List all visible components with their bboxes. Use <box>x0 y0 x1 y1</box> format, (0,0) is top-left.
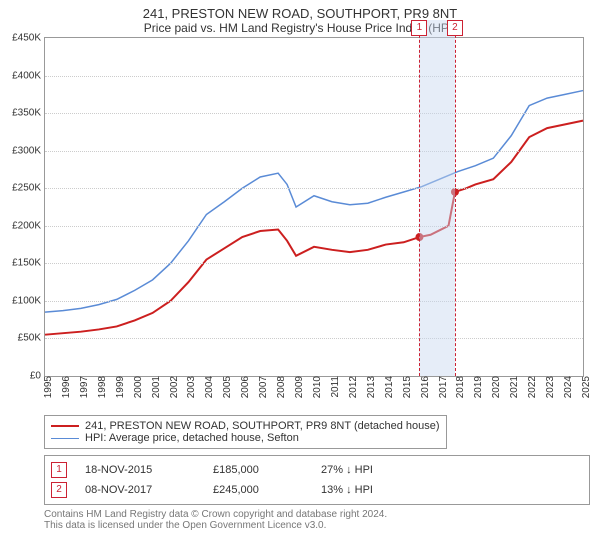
sale-date: 08-NOV-2017 <box>85 484 195 496</box>
x-tick-label: 2021 <box>507 376 520 398</box>
x-tick-label: 2018 <box>453 376 466 398</box>
gridline <box>45 76 583 77</box>
x-tick-label: 2019 <box>471 376 484 398</box>
x-tick-label: 2001 <box>149 376 162 398</box>
x-tick-label: 1999 <box>113 376 126 398</box>
gridline <box>45 151 583 152</box>
legend-row: 241, PRESTON NEW ROAD, SOUTHPORT, PR9 8N… <box>51 420 440 432</box>
y-tick-label: £100K <box>12 295 45 306</box>
x-tick-label: 2015 <box>400 376 413 398</box>
chart-svg <box>45 38 583 376</box>
x-tick-label: 2010 <box>310 376 323 398</box>
gridline <box>45 188 583 189</box>
sale-marker-band <box>419 20 455 376</box>
x-tick-label: 2017 <box>436 376 449 398</box>
legend-swatch <box>51 425 79 427</box>
x-tick-label: 2004 <box>202 376 215 398</box>
x-tick-label: 2007 <box>256 376 269 398</box>
y-tick-label: £400K <box>12 70 45 81</box>
x-tick-label: 1996 <box>59 376 72 398</box>
x-tick-label: 1998 <box>95 376 108 398</box>
legend-box: 241, PRESTON NEW ROAD, SOUTHPORT, PR9 8N… <box>44 415 447 449</box>
y-tick-label: £350K <box>12 108 45 119</box>
x-tick-label: 2000 <box>131 376 144 398</box>
series-line-hpi <box>45 91 583 313</box>
y-tick-label: £250K <box>12 183 45 194</box>
sale-date: 18-NOV-2015 <box>85 464 195 476</box>
x-tick-label: 2005 <box>220 376 233 398</box>
sale-vs-hpi: 27% ↓ HPI <box>321 464 373 476</box>
sale-price: £245,000 <box>213 484 303 496</box>
sale-price: £185,000 <box>213 464 303 476</box>
gridline <box>45 301 583 302</box>
x-tick-label: 1995 <box>41 376 54 398</box>
y-tick-label: £450K <box>12 33 45 44</box>
x-tick-label: 2014 <box>382 376 395 398</box>
sale-marker-number: 1 <box>411 20 427 36</box>
x-tick-label: 2025 <box>579 376 592 398</box>
x-tick-label: 2016 <box>418 376 431 398</box>
chart-title-subtitle: Price paid vs. HM Land Registry's House … <box>0 21 600 35</box>
x-tick-label: 2024 <box>561 376 574 398</box>
x-tick-label: 2008 <box>274 376 287 398</box>
legend-label: HPI: Average price, detached house, Seft… <box>85 432 299 444</box>
gridline <box>45 338 583 339</box>
chart-plot-area: £0£50K£100K£150K£200K£250K£300K£350K£400… <box>44 37 584 377</box>
x-tick-label: 2003 <box>184 376 197 398</box>
sales-row: 1 18-NOV-2015 £185,000 27% ↓ HPI <box>51 460 583 480</box>
x-tick-label: 2020 <box>489 376 502 398</box>
gridline <box>45 113 583 114</box>
y-tick-label: £50K <box>18 333 45 344</box>
y-tick-label: £300K <box>12 145 45 156</box>
x-tick-label: 2023 <box>543 376 556 398</box>
sale-vs-hpi: 13% ↓ HPI <box>321 484 373 496</box>
x-tick-label: 1997 <box>77 376 90 398</box>
series-line-property <box>45 121 583 335</box>
sale-marker-number: 2 <box>447 20 463 36</box>
x-tick-label: 2013 <box>364 376 377 398</box>
x-tick-label: 2012 <box>346 376 359 398</box>
sale-index-badge: 2 <box>51 482 67 498</box>
legend-label: 241, PRESTON NEW ROAD, SOUTHPORT, PR9 8N… <box>85 420 440 432</box>
y-tick-label: £200K <box>12 220 45 231</box>
sales-row: 2 08-NOV-2017 £245,000 13% ↓ HPI <box>51 480 583 500</box>
x-tick-label: 2011 <box>328 376 341 398</box>
chart-title-address: 241, PRESTON NEW ROAD, SOUTHPORT, PR9 8N… <box>0 6 600 21</box>
x-tick-label: 2009 <box>292 376 305 398</box>
footnote-line: This data is licensed under the Open Gov… <box>44 520 590 531</box>
y-tick-label: £150K <box>12 258 45 269</box>
footnote-line: Contains HM Land Registry data © Crown c… <box>44 509 590 520</box>
gridline <box>45 263 583 264</box>
x-tick-label: 2006 <box>238 376 251 398</box>
sale-marker-edge <box>419 20 420 376</box>
legend-swatch <box>51 438 79 439</box>
x-tick-label: 2002 <box>167 376 180 398</box>
title-block: 241, PRESTON NEW ROAD, SOUTHPORT, PR9 8N… <box>0 0 600 37</box>
gridline <box>45 226 583 227</box>
sale-marker-edge <box>455 20 456 376</box>
sales-table: 1 18-NOV-2015 £185,000 27% ↓ HPI 2 08-NOV-201… <box>44 455 590 505</box>
x-tick-label: 2022 <box>525 376 538 398</box>
legend-row: HPI: Average price, detached house, Seft… <box>51 432 440 444</box>
footnote: Contains HM Land Registry data © Crown c… <box>44 509 590 531</box>
sale-index-badge: 1 <box>51 462 67 478</box>
